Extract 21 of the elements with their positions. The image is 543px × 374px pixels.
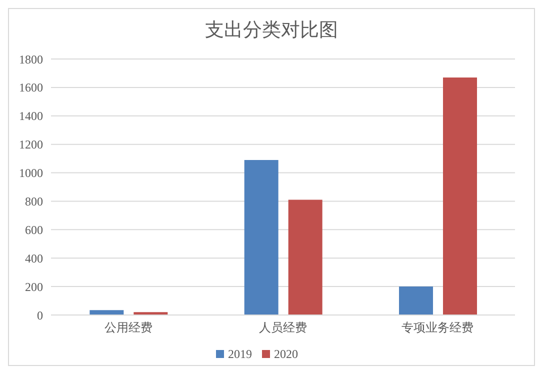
y-tick-label: 0 [37, 308, 43, 322]
legend-label: 2020 [274, 347, 298, 361]
bar [90, 310, 124, 315]
legend-label: 2019 [228, 347, 252, 361]
bar [244, 160, 278, 315]
y-tick-label: 400 [25, 251, 43, 266]
y-tick-label: 800 [25, 194, 43, 208]
chart-title: 支出分类对比图 [204, 18, 339, 43]
x-tick-label: 人员经费 [259, 320, 307, 335]
x-tick-label: 公用经费 [104, 320, 152, 335]
y-tick-label: 1600 [19, 80, 43, 95]
bar [399, 286, 433, 315]
bar [288, 200, 322, 315]
y-tick-label: 1200 [19, 138, 43, 152]
y-tick-label: 1800 [19, 52, 43, 66]
y-tick-label: 1000 [19, 166, 43, 180]
bar [443, 77, 477, 315]
y-tick-label: 1400 [19, 109, 43, 124]
y-tick-label: 200 [25, 280, 43, 294]
y-tick-label: 600 [25, 222, 43, 237]
x-tick-label: 专项业务经费 [402, 320, 474, 335]
